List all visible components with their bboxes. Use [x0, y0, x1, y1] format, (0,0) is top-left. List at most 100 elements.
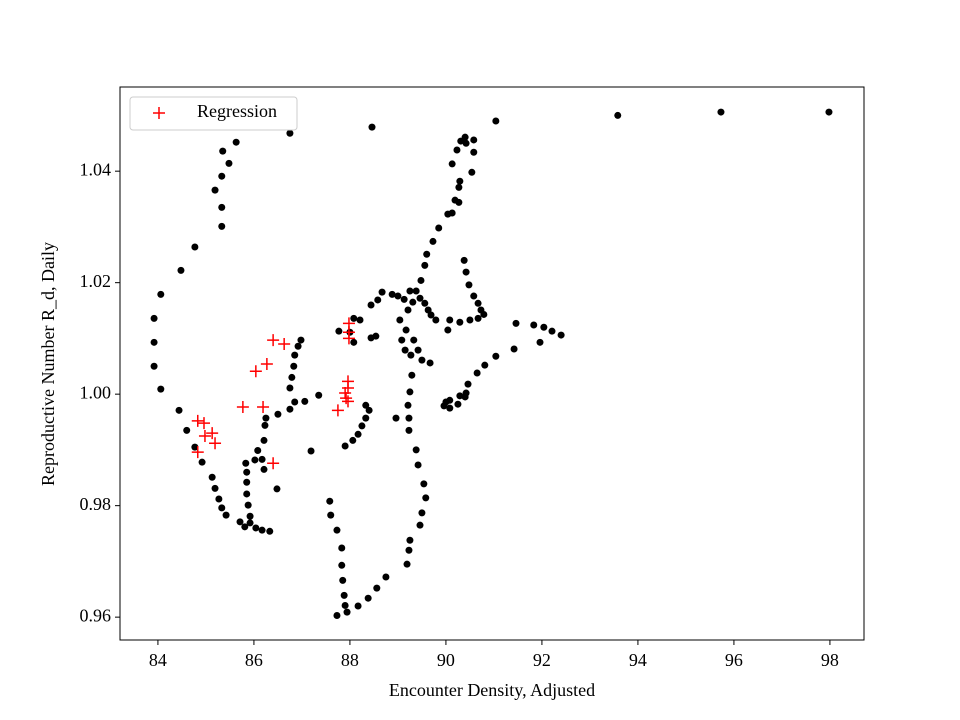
point [266, 527, 274, 535]
point [398, 336, 406, 344]
point [400, 295, 408, 303]
point [219, 147, 227, 155]
x-tick-label: 92 [533, 650, 551, 670]
point [365, 406, 373, 414]
point [335, 327, 343, 335]
point [470, 136, 478, 144]
point [461, 393, 469, 401]
point [218, 222, 226, 230]
x-tick-label: 98 [821, 650, 839, 670]
point [243, 468, 251, 476]
y-tick-label: 1.04 [80, 159, 112, 179]
point [157, 385, 165, 393]
point [350, 338, 358, 346]
point [394, 292, 402, 300]
point [274, 410, 282, 418]
point [510, 345, 518, 353]
point [401, 346, 409, 354]
point [350, 314, 358, 322]
point [362, 401, 370, 409]
point [290, 362, 298, 370]
point [177, 266, 185, 274]
point [382, 573, 390, 581]
point [448, 209, 456, 217]
point [367, 301, 375, 309]
point [407, 351, 415, 359]
point [435, 224, 443, 232]
point [338, 544, 346, 552]
point [225, 159, 233, 167]
legend-label: Regression [197, 101, 277, 121]
point [258, 526, 266, 534]
legend-box [129, 96, 298, 131]
point [420, 480, 428, 488]
legend-marker [153, 107, 165, 119]
point [448, 160, 456, 168]
point [406, 287, 414, 295]
point [432, 316, 440, 324]
point [260, 436, 268, 444]
point [405, 546, 413, 554]
point [374, 296, 382, 304]
point [461, 133, 469, 141]
point [492, 117, 500, 125]
plus-point [339, 387, 352, 400]
point [412, 287, 420, 295]
point [462, 268, 470, 276]
point [327, 511, 335, 519]
point [341, 442, 349, 450]
point [262, 414, 270, 422]
point [246, 519, 254, 527]
point [416, 294, 424, 302]
point [454, 400, 462, 408]
point [244, 501, 252, 509]
point [414, 346, 422, 354]
y-axis-label: Reproductive Number R_d, Daily [38, 242, 58, 486]
point [557, 331, 565, 339]
point [157, 290, 165, 298]
point [191, 243, 199, 251]
point [717, 108, 725, 116]
point [412, 446, 420, 454]
point [333, 611, 341, 619]
point [288, 373, 296, 381]
point [356, 316, 364, 324]
point [354, 602, 362, 610]
point [403, 560, 411, 568]
point [440, 402, 448, 410]
point [418, 356, 426, 364]
point [364, 594, 372, 602]
point [198, 458, 206, 466]
point [241, 523, 249, 531]
point [426, 359, 434, 367]
point [368, 123, 376, 131]
point [211, 484, 219, 492]
point [273, 485, 281, 493]
plus-point [249, 365, 262, 378]
y-tick-label: 1.00 [80, 382, 112, 402]
point [402, 326, 410, 334]
point [291, 398, 299, 406]
point [258, 455, 266, 463]
plus-point [267, 457, 280, 470]
point [417, 276, 425, 284]
point [446, 404, 454, 412]
point [536, 338, 544, 346]
plus-point [331, 404, 344, 417]
point [408, 371, 416, 379]
point [388, 290, 396, 298]
point [294, 342, 302, 350]
plus-point [206, 427, 219, 440]
point [326, 497, 334, 505]
point [150, 338, 158, 346]
point [405, 414, 413, 422]
point [252, 524, 260, 532]
point [183, 426, 191, 434]
point [462, 139, 470, 147]
plus-point [209, 437, 222, 450]
plot-frame [119, 86, 865, 641]
point [460, 256, 468, 264]
plus-point [191, 446, 204, 459]
